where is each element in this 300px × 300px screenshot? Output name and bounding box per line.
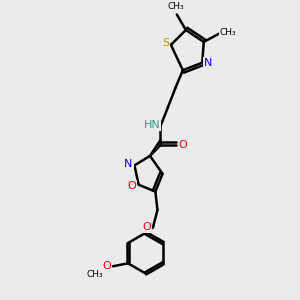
Text: N: N xyxy=(203,58,212,68)
Text: S: S xyxy=(162,38,169,48)
Text: O: O xyxy=(178,140,187,150)
Text: CH₃: CH₃ xyxy=(167,2,184,11)
Text: O: O xyxy=(128,181,136,191)
Text: CH₃: CH₃ xyxy=(86,270,103,279)
Text: N: N xyxy=(124,159,133,169)
Text: O: O xyxy=(142,222,151,232)
Text: O: O xyxy=(102,261,111,271)
Text: HN: HN xyxy=(144,120,160,130)
Text: CH₃: CH₃ xyxy=(220,28,236,37)
